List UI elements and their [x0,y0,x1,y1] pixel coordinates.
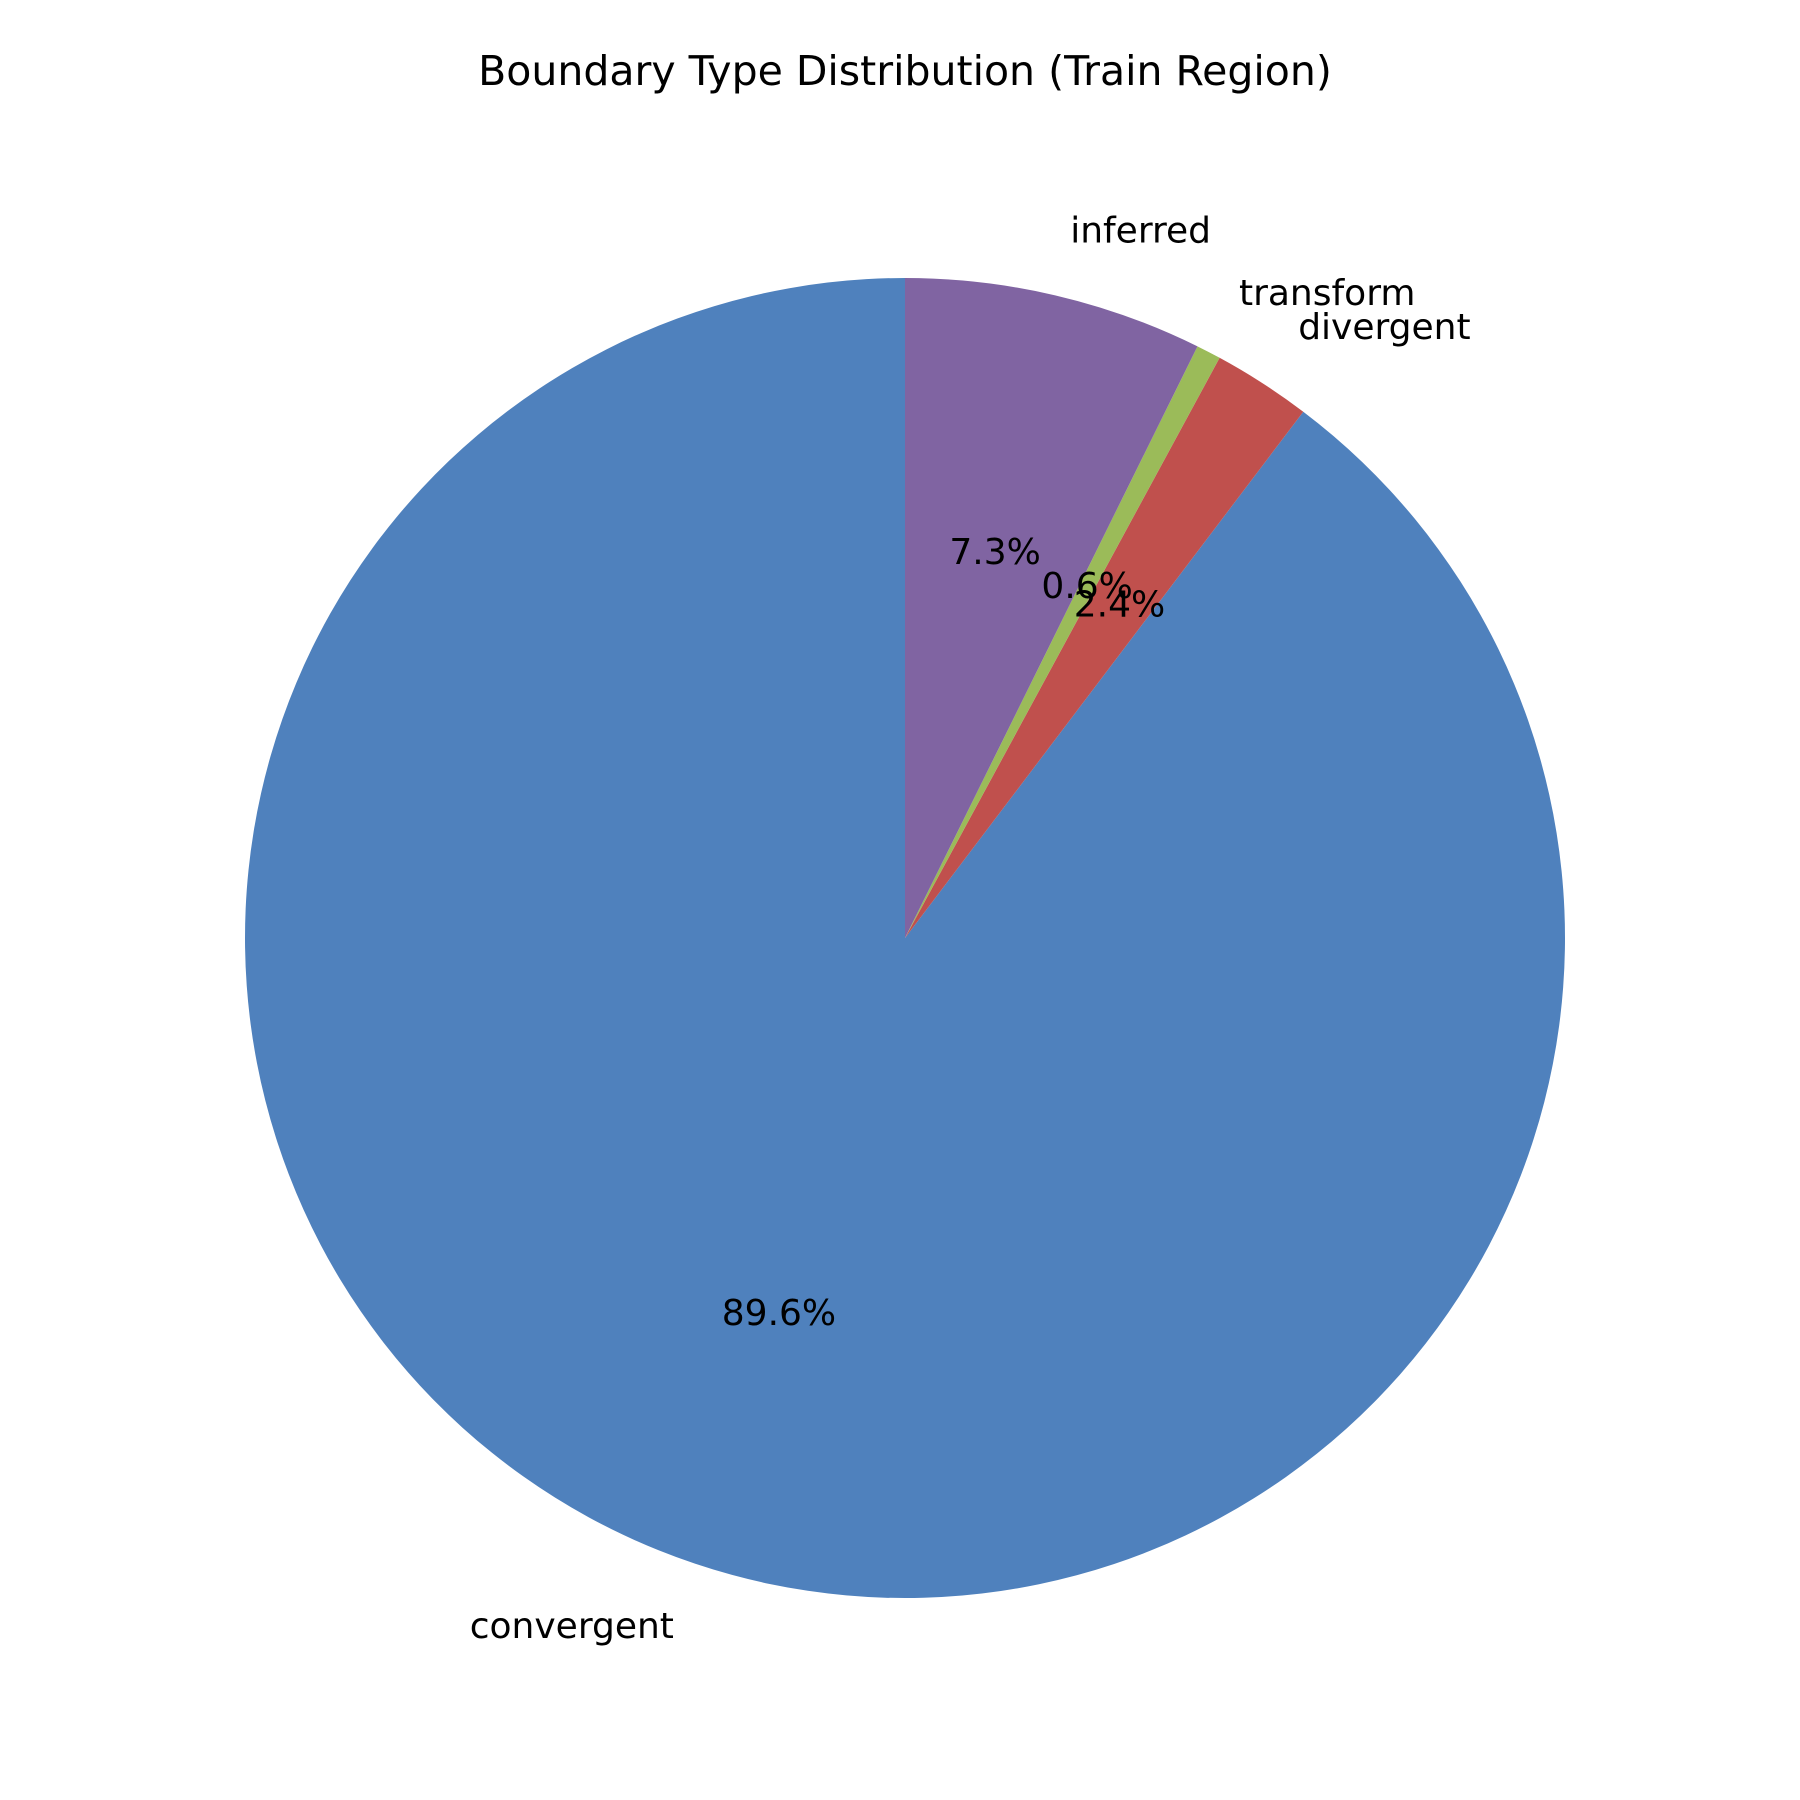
chart-title: Boundary Type Distribution (Train Region… [478,47,1332,95]
slice-label-inferred: inferred [1070,211,1211,252]
pie-labels: convergent 89.6% divergent 2.4% transform 0.6… [470,211,1471,1647]
slice-label-divergent: divergent [1298,307,1470,348]
percent-label-divergent: 2.4% [1074,585,1165,626]
percent-label-inferred: 7.3% [949,532,1040,573]
percent-label-convergent: 89.6% [722,1293,836,1334]
percent-label-transform: 0.6% [1041,566,1132,607]
slice-label-convergent: convergent [470,1606,674,1647]
pie-slice-divergent [905,357,1304,938]
slice-label-transform: transform [1239,273,1415,314]
pie-slice-transform [905,346,1220,939]
pie-slice-convergent [245,278,1566,1599]
pie-slices [245,278,1566,1599]
pie-slice-inferred [905,278,1198,938]
